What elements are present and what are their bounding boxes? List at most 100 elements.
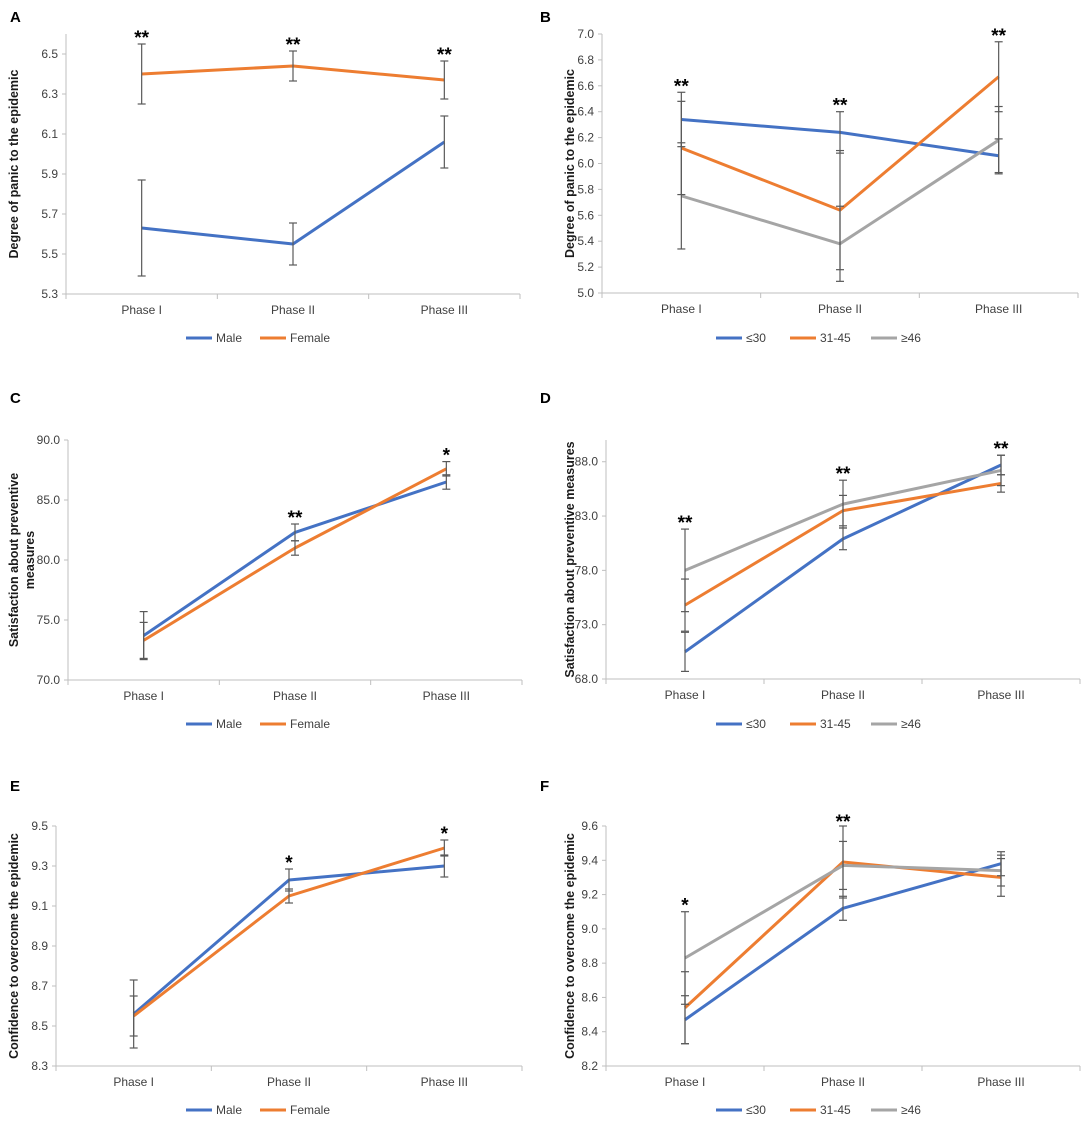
y-tick-label: 78.0 <box>575 563 599 577</box>
legend-label: ≤30 <box>746 1103 766 1117</box>
x-tick-label: Phase II <box>271 303 315 317</box>
y-tick-label: 8.6 <box>581 990 598 1004</box>
y-axis-title: Degree of panic to the epidemic <box>7 69 21 258</box>
y-tick-label: 83.0 <box>575 509 599 523</box>
legend-label: ≤30 <box>746 717 766 731</box>
x-tick-label: Phase I <box>123 689 164 703</box>
y-tick-label: 9.6 <box>581 819 598 833</box>
x-tick-label: Phase I <box>113 1075 154 1089</box>
significance-marker: ** <box>288 508 303 529</box>
y-axis-title-line: Satisfaction about preventive <box>7 473 21 647</box>
y-tick-label: 73.0 <box>575 618 599 632</box>
y-axis-title: Confidence to overcome the epidemic <box>563 833 577 1059</box>
x-tick-label: Phase I <box>661 302 702 316</box>
panel-a: A 5.3 5.5 5.7 5.9 6.1 6.3 6.5 Phase I Phase II Pha… <box>7 9 521 345</box>
legend-label: Male <box>216 717 242 731</box>
x-tick-label: Phase II <box>821 688 865 702</box>
legend-label: ≤30 <box>746 331 766 345</box>
x-tick-label: Phase I <box>121 303 162 317</box>
y-tick-label: 85.0 <box>37 493 61 507</box>
y-tick-label: 6.3 <box>41 87 58 101</box>
panel-label: C <box>10 390 21 407</box>
y-tick-label: 6.1 <box>41 127 58 141</box>
x-tick-label: Phase II <box>818 302 862 316</box>
legend-label: Female <box>290 717 330 731</box>
significance-marker: ** <box>437 45 452 66</box>
panel-f: F 8.2 8.4 8.6 8.8 9.0 9.2 9.4 9.6 Phase I Phase II… <box>540 778 1081 1117</box>
legend-label: 31-45 <box>820 717 851 731</box>
legend-label: ≥46 <box>901 717 921 731</box>
legend-label: 31-45 <box>820 1103 851 1117</box>
x-tick-label: Phase III <box>977 688 1024 702</box>
significance-marker: * <box>443 446 451 467</box>
significance-marker: ** <box>836 464 851 485</box>
y-axis-title: Degree of panic to the epidemic <box>563 69 577 258</box>
y-tick-label: 80.0 <box>37 553 61 567</box>
legend-label: ≥46 <box>901 1103 921 1117</box>
significance-marker: ** <box>674 76 689 97</box>
x-tick-label: Phase III <box>423 689 470 703</box>
y-tick-label: 5.8 <box>577 182 594 196</box>
y-tick-label: 8.7 <box>31 979 48 993</box>
panel-b: B 5.0 5.2 5.4 5.6 5.8 6.0 6.2 6.4 6.6 6.8 7.0 Phase … <box>540 9 1079 345</box>
y-axis-title: Confidence to overcome the epidemic <box>7 833 21 1059</box>
significance-marker: * <box>441 824 449 845</box>
y-tick-label: 5.2 <box>577 260 594 274</box>
y-tick-label: 5.6 <box>577 208 594 222</box>
y-axis-title: Satisfaction about preventive measures <box>7 473 37 647</box>
y-tick-label: 6.0 <box>577 157 594 171</box>
y-tick-label: 9.1 <box>31 899 48 913</box>
y-tick-label: 9.0 <box>581 922 598 936</box>
y-tick-label: 6.2 <box>577 131 594 145</box>
y-tick-label: 8.8 <box>581 956 598 970</box>
y-tick-label: 70.0 <box>37 673 61 687</box>
legend-label: ≥46 <box>901 331 921 345</box>
x-tick-label: Phase III <box>977 1075 1024 1089</box>
legend-label: Female <box>290 1103 330 1117</box>
legend-label: Male <box>216 331 242 345</box>
y-tick-label: 6.8 <box>577 53 594 67</box>
x-tick-label: Phase I <box>665 688 706 702</box>
y-tick-label: 8.4 <box>581 1025 598 1039</box>
y-tick-label: 5.9 <box>41 167 58 181</box>
legend-label: 31-45 <box>820 331 851 345</box>
x-tick-label: Phase III <box>975 302 1022 316</box>
y-tick-label: 68.0 <box>575 672 599 686</box>
x-tick-label: Phase I <box>665 1075 706 1089</box>
y-tick-label: 8.3 <box>31 1059 48 1073</box>
x-tick-label: Phase II <box>267 1075 311 1089</box>
y-tick-label: 5.0 <box>577 286 594 300</box>
y-tick-label: 5.3 <box>41 287 58 301</box>
panel-c: C 70.0 75.0 80.0 85.0 90.0 Phase I Phase II Phas… <box>7 390 523 731</box>
x-tick-label: Phase II <box>821 1075 865 1089</box>
y-tick-label: 9.4 <box>581 853 598 867</box>
significance-marker: ** <box>994 439 1009 460</box>
panel-label: D <box>540 390 551 407</box>
y-tick-label: 8.9 <box>31 939 48 953</box>
y-tick-label: 6.4 <box>577 105 594 119</box>
y-axis-title: Satisfaction about preventive measures <box>563 441 577 677</box>
panel-e: E 8.3 8.5 8.7 8.9 9.1 9.3 9.5 Phase I Phase II Pha… <box>7 778 523 1117</box>
y-tick-label: 5.5 <box>41 247 58 261</box>
y-tick-label: 5.4 <box>577 234 594 248</box>
y-tick-label: 6.6 <box>577 79 594 93</box>
significance-marker: ** <box>991 26 1006 47</box>
legend-label: Female <box>290 331 330 345</box>
y-tick-label: 6.5 <box>41 47 58 61</box>
panel-label: E <box>10 778 20 795</box>
panel-label: F <box>540 778 549 795</box>
x-tick-label: Phase III <box>421 1075 468 1089</box>
y-tick-label: 7.0 <box>577 27 594 41</box>
x-tick-label: Phase III <box>421 303 468 317</box>
y-axis-title-line: measures <box>23 531 37 589</box>
y-tick-label: 75.0 <box>37 613 61 627</box>
y-tick-label: 90.0 <box>37 433 61 447</box>
y-tick-label: 9.3 <box>31 859 48 873</box>
significance-marker: ** <box>836 812 851 833</box>
significance-marker: ** <box>833 96 848 117</box>
panel-d: D 68.0 73.0 78.0 83.0 88.0 Phase I Phase II Phas… <box>540 390 1081 731</box>
y-tick-label: 9.2 <box>581 888 598 902</box>
x-tick-label: Phase II <box>273 689 317 703</box>
significance-marker: * <box>285 853 293 874</box>
